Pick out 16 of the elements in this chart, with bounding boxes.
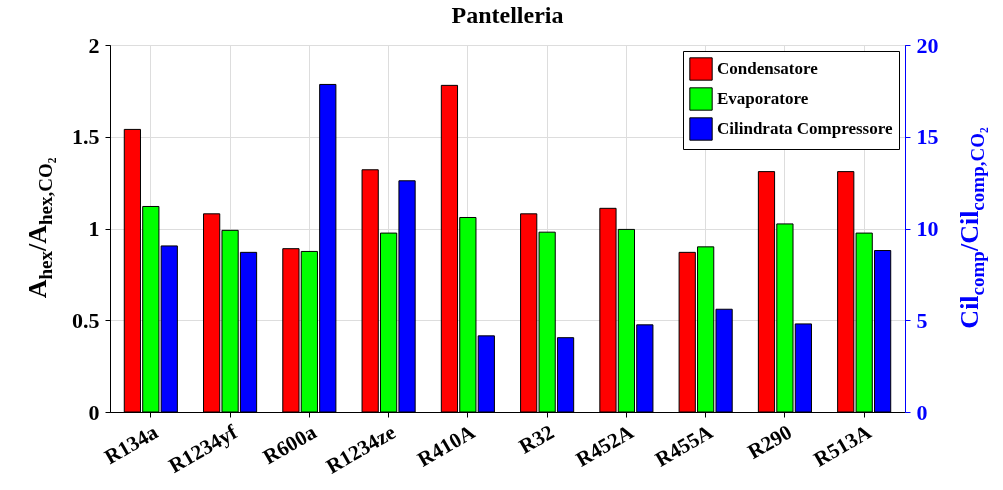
y2-tick-label: 0 bbox=[916, 399, 928, 425]
x-tick-label: R32 bbox=[514, 419, 559, 459]
legend-label: Evaporatore bbox=[717, 89, 809, 108]
y2-tick-label: 20 bbox=[916, 32, 939, 58]
y2-tick-label: 5 bbox=[916, 307, 928, 333]
y-tick-label: 2 bbox=[88, 32, 100, 58]
legend-label: Condensatore bbox=[717, 59, 819, 78]
y-tick-label: 1.5 bbox=[72, 124, 100, 150]
chart-title: Pantelleria bbox=[451, 2, 564, 28]
legend-label: Cilindrata Compressore bbox=[717, 119, 893, 138]
y2-tick-label: 15 bbox=[916, 124, 939, 150]
x-tick-label: R290 bbox=[743, 419, 796, 464]
y-tick-label: 0 bbox=[88, 399, 100, 425]
y2-tick-label: 10 bbox=[916, 216, 939, 241]
y-tick-label: 0.5 bbox=[72, 307, 100, 333]
y-tick-label: 1 bbox=[88, 216, 100, 241]
